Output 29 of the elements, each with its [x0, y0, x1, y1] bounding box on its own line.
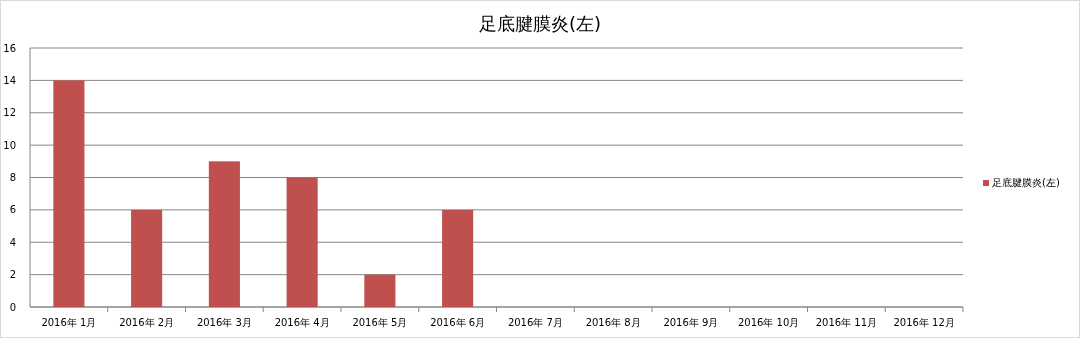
- bar: [442, 209, 474, 307]
- x-tick-label: 2016年 6月: [430, 317, 486, 328]
- x-tick-label: 2016年 1月: [41, 317, 97, 328]
- y-tick-label: 6: [9, 204, 16, 216]
- x-tick-label: 2016年 4月: [274, 317, 330, 328]
- legend-label: 足底腱膜炎(左): [992, 177, 1060, 188]
- bar: [131, 209, 163, 307]
- bar: [364, 274, 396, 307]
- bar: [208, 161, 240, 307]
- x-tick-label: 2016年 11月: [815, 317, 878, 328]
- y-tick-label: 0: [9, 301, 16, 313]
- x-tick-label: 2016年 9月: [663, 317, 719, 328]
- y-tick-label: 16: [3, 42, 16, 54]
- x-tick-label: 2016年 7月: [507, 317, 563, 328]
- y-tick-label: 2: [9, 269, 16, 281]
- x-tick-label: 2016年 8月: [585, 317, 641, 328]
- y-tick-label: 12: [3, 107, 16, 119]
- bar: [286, 177, 318, 307]
- x-tick-label: 2016年 12月: [893, 317, 955, 328]
- y-tick-label: 8: [9, 172, 16, 183]
- x-tick-label: 2016年 3月: [196, 317, 252, 328]
- bar: [53, 80, 85, 307]
- y-tick-label: 14: [3, 74, 16, 86]
- x-tick-label: 2016年 5月: [352, 317, 408, 328]
- y-tick-label: 10: [3, 139, 16, 151]
- x-tick-label: 2016年 2月: [119, 317, 175, 328]
- x-tick-label: 2016年 10月: [737, 317, 800, 328]
- y-tick-label: 4: [9, 236, 16, 248]
- chart-title: 足底腱膜炎(左): [478, 13, 602, 34]
